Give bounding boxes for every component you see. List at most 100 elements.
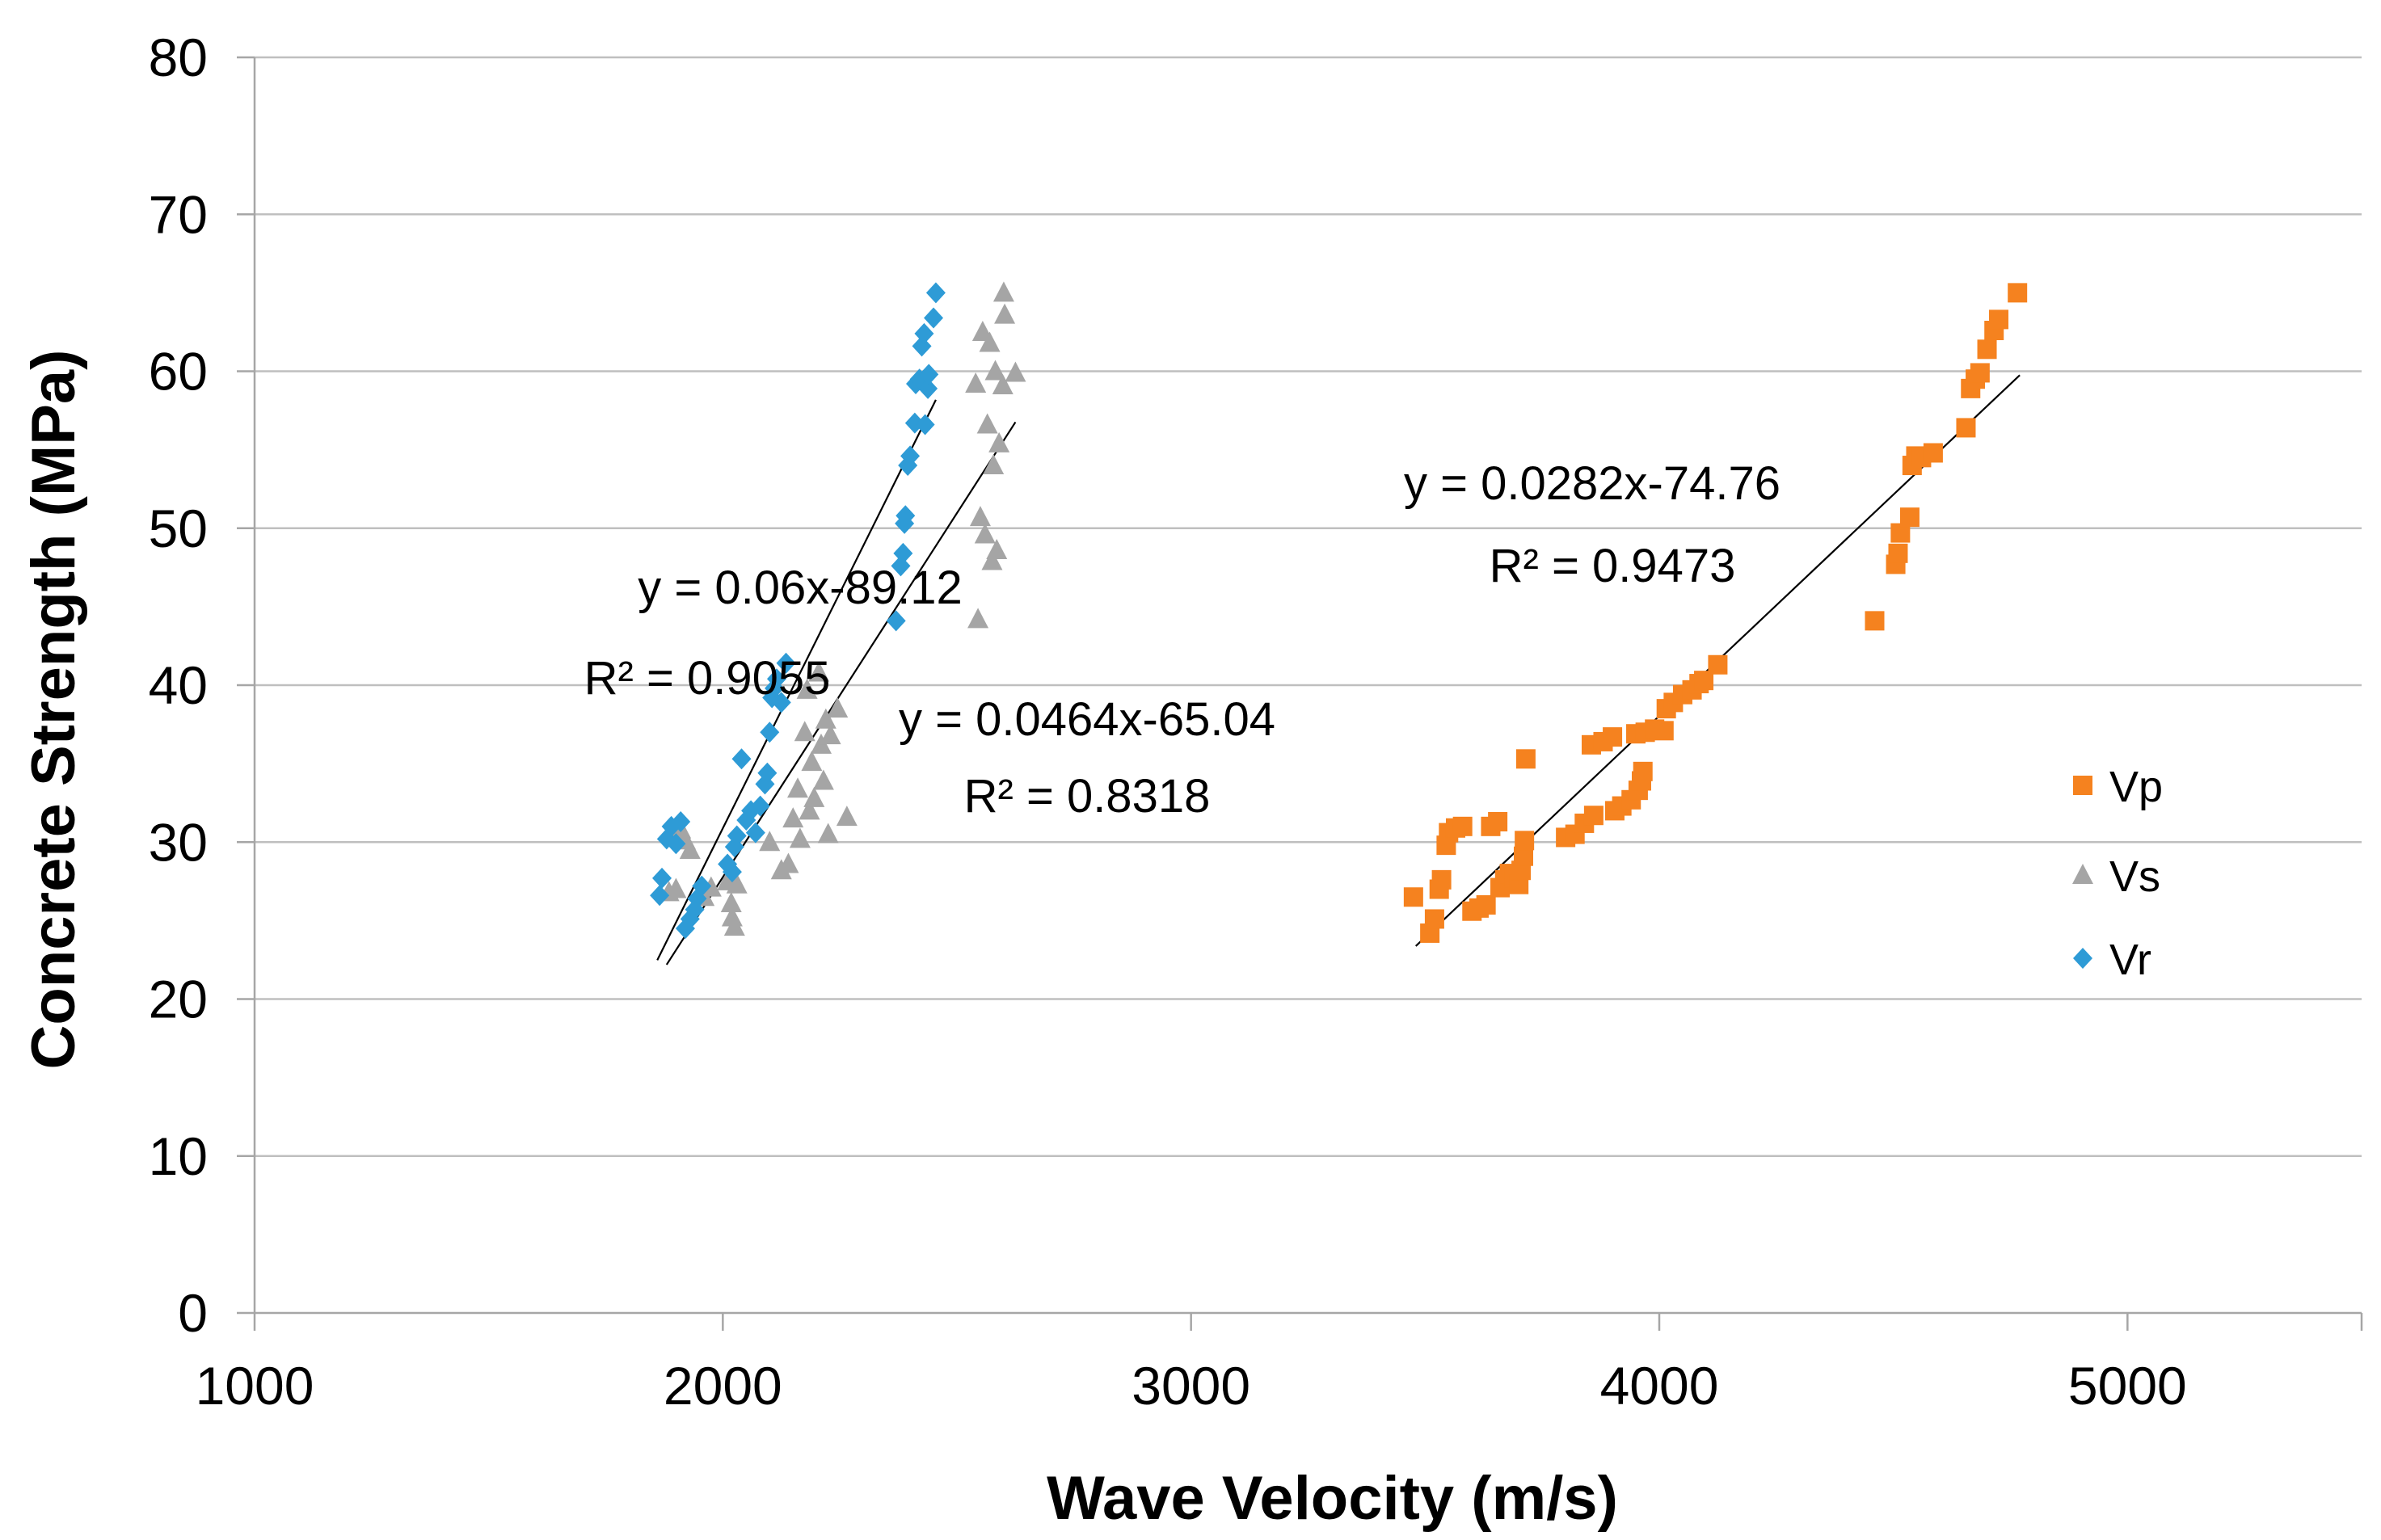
point-vs bbox=[992, 373, 1014, 394]
point-vs bbox=[836, 806, 858, 827]
point-vs bbox=[789, 827, 811, 848]
point-vr bbox=[925, 282, 946, 304]
point-vp bbox=[1424, 909, 1444, 929]
point-vr bbox=[915, 414, 935, 435]
series-vs bbox=[658, 281, 1026, 936]
point-vs bbox=[988, 431, 1010, 452]
point-vp bbox=[1603, 727, 1623, 747]
point-vr bbox=[652, 867, 672, 889]
point-vs bbox=[799, 799, 820, 820]
gridlines bbox=[255, 56, 2362, 1157]
point-vs bbox=[986, 538, 1008, 559]
point-vp bbox=[1899, 507, 1920, 528]
point-vr bbox=[731, 748, 752, 770]
point-vs bbox=[808, 661, 830, 682]
y-tick-label-0: 0 bbox=[178, 1283, 208, 1343]
point-vr bbox=[757, 762, 778, 784]
legend-label-vr: Vr bbox=[2109, 936, 2151, 984]
point-vs bbox=[965, 372, 987, 393]
point-vs bbox=[984, 360, 1006, 381]
legend-marker-vs bbox=[2072, 864, 2093, 884]
point-vr bbox=[771, 692, 791, 713]
point-vr bbox=[919, 364, 939, 385]
legend-marker-vp bbox=[2073, 776, 2092, 795]
point-vs bbox=[994, 303, 1016, 324]
point-vs bbox=[820, 724, 841, 745]
point-vs bbox=[812, 769, 834, 790]
point-vs bbox=[782, 807, 804, 828]
x-tick-label-3000: 3000 bbox=[1132, 1356, 1250, 1416]
point-vp bbox=[1923, 443, 1943, 463]
point-vs bbox=[979, 331, 1001, 352]
point-vs bbox=[726, 873, 748, 894]
point-vr bbox=[650, 885, 670, 907]
trend-r2-vs: R² = 0.8318 bbox=[964, 770, 1211, 823]
point-vr bbox=[918, 377, 938, 399]
point-vr bbox=[924, 307, 944, 329]
point-vs bbox=[1005, 361, 1026, 382]
x-tick-label-5000: 5000 bbox=[2068, 1356, 2187, 1416]
point-vr bbox=[727, 825, 747, 847]
point-vs bbox=[803, 786, 825, 807]
point-vr bbox=[886, 610, 906, 632]
point-vp bbox=[1977, 339, 1997, 360]
point-vr bbox=[745, 822, 765, 844]
point-vs bbox=[720, 892, 742, 913]
point-vs bbox=[981, 549, 1003, 570]
point-vs bbox=[794, 721, 815, 742]
point-vp bbox=[1970, 363, 1990, 383]
point-vr bbox=[776, 652, 796, 674]
point-vs bbox=[759, 831, 781, 852]
point-vr bbox=[896, 505, 916, 527]
y-tick-label-40: 40 bbox=[149, 655, 208, 715]
point-vp bbox=[1888, 543, 1908, 563]
point-vs bbox=[665, 877, 687, 898]
x-tick-label-4000: 4000 bbox=[1600, 1356, 1719, 1416]
trendline-vr bbox=[656, 399, 937, 961]
axes: 0 10 20 30 40 50 60 70 80 1000 2000 3000 4000 5000 Wav… bbox=[19, 27, 2363, 1533]
series-vp bbox=[1403, 283, 2028, 943]
x-axis-title: Wave Velocity (m/s) bbox=[1047, 1464, 1618, 1533]
trendlines bbox=[656, 374, 2021, 966]
x-tick-label-1000: 1000 bbox=[196, 1356, 314, 1416]
point-vs bbox=[787, 777, 809, 798]
point-vs bbox=[778, 852, 799, 873]
point-vp bbox=[1476, 894, 1496, 915]
point-vp bbox=[1865, 611, 1885, 631]
point-vp bbox=[1956, 418, 1976, 438]
y-tick-label-60: 60 bbox=[149, 342, 208, 402]
point-vp bbox=[1488, 811, 1508, 831]
point-vp bbox=[1515, 749, 1536, 769]
y-axis-title: Concrete Strength (MPa) bbox=[19, 350, 88, 1070]
point-vs bbox=[983, 454, 1005, 475]
point-vp bbox=[1452, 816, 1473, 836]
y-tick-label-20: 20 bbox=[149, 970, 208, 1029]
point-vr bbox=[692, 875, 712, 897]
legend-marker-vr bbox=[2073, 948, 2092, 969]
point-vp bbox=[1633, 761, 1653, 781]
trend-equation-vr: y = 0.06x-89.12 bbox=[638, 562, 962, 614]
legend-label-vs: Vs bbox=[2109, 852, 2160, 901]
point-vs bbox=[992, 281, 1014, 302]
point-vp bbox=[1431, 869, 1452, 890]
point-vr bbox=[666, 833, 686, 855]
point-vp bbox=[1708, 654, 1728, 675]
trend-r2-vp: R² = 0.9473 bbox=[1490, 540, 1736, 592]
y-tick-label-50: 50 bbox=[149, 499, 208, 558]
point-vp bbox=[1515, 831, 1535, 851]
point-vs bbox=[969, 506, 991, 527]
series-vr bbox=[650, 282, 946, 940]
point-vp bbox=[1654, 721, 1674, 741]
point-vs bbox=[976, 413, 998, 434]
annotations: y = 0.06x-89.12 R² = 0.9055 y = 0.0464x-65… bbox=[584, 457, 1780, 823]
point-vs bbox=[815, 708, 837, 729]
point-vr bbox=[722, 861, 742, 883]
point-vr bbox=[900, 445, 921, 467]
y-tick-label-80: 80 bbox=[149, 27, 208, 87]
point-vs bbox=[723, 915, 745, 936]
point-vs bbox=[827, 697, 849, 718]
point-vp bbox=[1403, 887, 1423, 907]
point-vs bbox=[796, 678, 818, 699]
